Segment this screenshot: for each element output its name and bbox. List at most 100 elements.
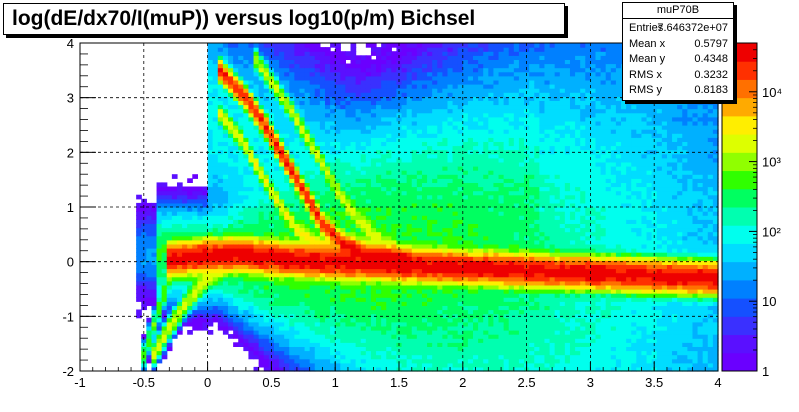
heatmap-cell — [309, 309, 316, 315]
heatmap-cell — [207, 161, 214, 167]
heatmap-cell — [488, 166, 495, 171]
heatmap-cell — [416, 178, 423, 183]
heatmap-cell — [273, 141, 280, 147]
heatmap-cell — [279, 346, 285, 352]
heatmap-cell — [421, 268, 428, 274]
heatmap-cell — [386, 170, 392, 175]
heatmap-cell — [478, 215, 484, 220]
heatmap-cell — [406, 178, 413, 183]
heatmap-cell — [222, 63, 229, 69]
heatmap-cell — [279, 182, 285, 188]
heatmap-cell — [314, 170, 321, 175]
heatmap-cell — [171, 334, 178, 339]
heatmap-cell — [340, 75, 346, 81]
heatmap-cell — [406, 108, 413, 114]
heatmap-cell — [345, 305, 352, 311]
heatmap-cell — [370, 116, 377, 122]
heatmap-cell — [166, 289, 173, 294]
heatmap-cell — [202, 317, 209, 323]
heatmap-cell — [370, 215, 377, 220]
heatmap-cell — [473, 243, 479, 249]
heatmap-cell — [324, 366, 331, 372]
heatmap-cell — [421, 235, 428, 241]
heatmap-cell — [416, 235, 423, 241]
heatmap-cell — [233, 330, 239, 335]
heatmap-cell — [370, 67, 377, 73]
histogram-title-box: log(dE/dx70/I(muP)) versus log10(p/m) Bi… — [3, 3, 565, 35]
heatmap-cell — [401, 96, 408, 101]
heatmap-cell — [411, 260, 418, 265]
heatmap-cell — [217, 280, 224, 286]
heatmap-cell — [473, 293, 479, 298]
heatmap-cell — [258, 88, 265, 93]
heatmap-cell — [401, 84, 408, 89]
heatmap-cell — [207, 133, 214, 138]
heatmap-cell — [319, 100, 326, 106]
heatmap-cell — [386, 325, 392, 331]
heatmap-cell — [212, 309, 219, 315]
heatmap-cell — [330, 342, 336, 347]
heatmap-cell — [238, 219, 244, 224]
heatmap-cell — [473, 362, 479, 368]
heatmap-cell — [243, 325, 250, 331]
heatmap-cell — [330, 211, 336, 216]
heatmap-cell — [294, 120, 301, 126]
heatmap-cell — [452, 161, 459, 167]
heatmap-cell — [299, 198, 306, 204]
heatmap-cell — [217, 92, 224, 97]
heatmap-cell — [462, 297, 469, 302]
heatmap-cell — [243, 264, 250, 270]
heatmap-cell — [391, 63, 398, 69]
heatmap-cell — [279, 252, 285, 257]
heatmap-cell — [222, 223, 229, 229]
heatmap-cell — [314, 338, 321, 343]
heatmap-cell — [212, 157, 219, 163]
heatmap-cell — [182, 252, 188, 257]
heatmap-cell — [151, 350, 158, 356]
heatmap-cell — [391, 346, 398, 352]
heatmap-cell — [416, 75, 423, 81]
heatmap-cell — [401, 190, 408, 196]
heatmap-cell — [437, 330, 443, 335]
heatmap-cell — [473, 346, 479, 352]
heatmap-cell — [462, 92, 469, 97]
heatmap-cell — [488, 96, 495, 101]
heatmap-cell — [462, 84, 469, 89]
heatmap-cell — [360, 342, 367, 347]
heatmap-cell — [416, 194, 423, 200]
heatmap-cell — [171, 202, 178, 208]
heatmap-cell — [212, 125, 219, 130]
heatmap-cell — [171, 215, 178, 220]
heatmap-cell — [330, 104, 336, 110]
heatmap-cell — [151, 358, 158, 364]
heatmap-cell — [483, 313, 489, 319]
heatmap-cell — [314, 207, 321, 212]
heatmap-cell — [248, 202, 255, 208]
heatmap-cell — [217, 96, 224, 101]
heatmap-cell — [421, 92, 428, 97]
heatmap-cell — [243, 202, 250, 208]
heatmap-cell — [217, 227, 224, 233]
heatmap-cell — [330, 309, 336, 315]
heatmap-cell — [421, 100, 428, 106]
heatmap-cell — [427, 297, 433, 302]
heatmap-cell — [156, 227, 163, 233]
heatmap-cell — [279, 170, 285, 175]
heatmap-cell — [228, 272, 234, 278]
heatmap-cell — [248, 170, 255, 175]
heatmap-cell — [360, 293, 367, 298]
heatmap-cell — [222, 239, 229, 245]
heatmap-cell — [324, 194, 331, 200]
heatmap-cell — [253, 96, 260, 101]
heatmap-cell — [187, 178, 193, 183]
heatmap-cell — [176, 243, 183, 249]
heatmap-cell — [350, 178, 357, 183]
heatmap-cell — [437, 268, 443, 274]
heatmap-cell — [258, 362, 265, 368]
heatmap-cell — [483, 268, 489, 274]
heatmap-cell — [391, 108, 398, 114]
heatmap-cell — [284, 202, 290, 208]
heatmap-cell — [161, 239, 168, 245]
heatmap-cell — [314, 211, 321, 216]
heatmap-cell — [228, 264, 234, 270]
